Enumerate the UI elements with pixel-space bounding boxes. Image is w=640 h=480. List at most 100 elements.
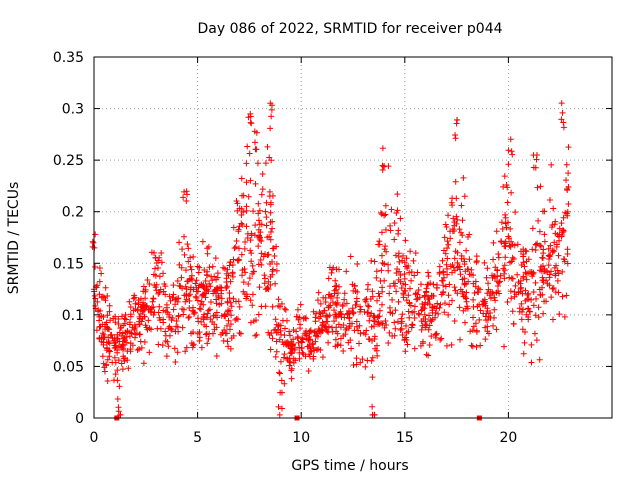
data-point	[484, 305, 491, 312]
data-point	[125, 365, 132, 372]
data-point	[451, 227, 458, 234]
data-point	[353, 318, 360, 325]
data-point	[357, 306, 364, 313]
data-point	[334, 342, 341, 349]
data-point	[153, 287, 160, 294]
data-point	[268, 102, 275, 109]
data-point	[407, 248, 414, 255]
data-point	[111, 354, 118, 361]
data-point	[267, 125, 274, 132]
data-point	[123, 339, 130, 346]
data-point	[559, 268, 566, 275]
data-point	[549, 285, 556, 292]
data-point	[403, 255, 410, 262]
data-point	[286, 362, 293, 369]
data-point	[378, 229, 385, 236]
data-point	[535, 217, 542, 224]
data-point	[111, 334, 118, 341]
data-point	[252, 332, 259, 339]
data-point	[406, 269, 413, 276]
data-point	[411, 303, 418, 310]
data-point	[95, 307, 102, 314]
data-point	[563, 177, 570, 184]
data-point	[227, 278, 234, 285]
data-point	[249, 291, 256, 298]
data-point	[395, 227, 402, 234]
data-point	[223, 330, 230, 337]
data-point	[342, 331, 349, 338]
data-point	[362, 363, 369, 370]
data-point	[423, 351, 430, 358]
data-point	[89, 238, 96, 245]
data-point	[174, 349, 181, 356]
data-point	[279, 317, 286, 324]
data-point	[377, 209, 384, 216]
data-point	[394, 207, 401, 214]
data-point	[419, 338, 426, 345]
data-point	[519, 326, 526, 333]
data-point	[364, 302, 371, 309]
data-point	[267, 228, 274, 235]
data-point	[281, 380, 288, 387]
data-point	[463, 289, 470, 296]
data-point	[347, 253, 354, 260]
data-point	[121, 358, 128, 365]
data-point	[186, 291, 193, 298]
data-point	[206, 264, 213, 271]
data-point	[325, 304, 332, 311]
data-point	[150, 304, 157, 311]
data-point	[391, 332, 398, 339]
data-point	[468, 342, 475, 349]
data-point	[168, 326, 175, 333]
data-point	[263, 214, 270, 221]
data-point	[341, 296, 348, 303]
data-point	[408, 268, 415, 275]
data-point	[506, 274, 513, 281]
data-point	[126, 319, 133, 326]
data-point	[474, 289, 481, 296]
data-point	[539, 255, 546, 262]
data-point	[558, 220, 565, 227]
data-point	[402, 281, 409, 288]
data-point	[198, 344, 205, 351]
data-point	[375, 290, 382, 297]
data-point	[170, 306, 177, 313]
data-point	[106, 308, 113, 315]
data-point	[106, 348, 113, 355]
y-tick-label: 0.3	[62, 102, 84, 118]
data-point	[432, 334, 439, 341]
data-point	[353, 323, 360, 330]
data-point	[381, 163, 388, 170]
data-point	[255, 243, 262, 250]
data-point	[225, 308, 232, 315]
data-point	[351, 327, 358, 334]
data-point	[323, 314, 330, 321]
data-point	[278, 300, 285, 307]
data-point	[272, 316, 279, 323]
data-point	[337, 324, 344, 331]
data-point	[227, 345, 234, 352]
data-point	[395, 298, 402, 305]
data-point	[275, 323, 282, 330]
data-point	[248, 250, 255, 257]
data-point	[167, 297, 174, 304]
data-point	[475, 285, 482, 292]
data-point	[307, 345, 314, 352]
data-point	[235, 228, 242, 235]
data-point	[119, 330, 126, 337]
data-point	[465, 266, 472, 273]
data-point	[411, 308, 418, 315]
data-point	[176, 239, 183, 246]
data-point	[198, 298, 205, 305]
data-point	[431, 314, 438, 321]
data-point	[532, 312, 539, 319]
data-point	[214, 314, 221, 321]
data-point	[561, 313, 568, 320]
data-point	[368, 357, 375, 364]
data-point	[537, 263, 544, 270]
data-point	[221, 312, 228, 319]
data-point	[104, 378, 111, 385]
data-point	[490, 239, 497, 246]
y-tick-label: 0.15	[53, 256, 84, 272]
data-point	[396, 258, 403, 265]
